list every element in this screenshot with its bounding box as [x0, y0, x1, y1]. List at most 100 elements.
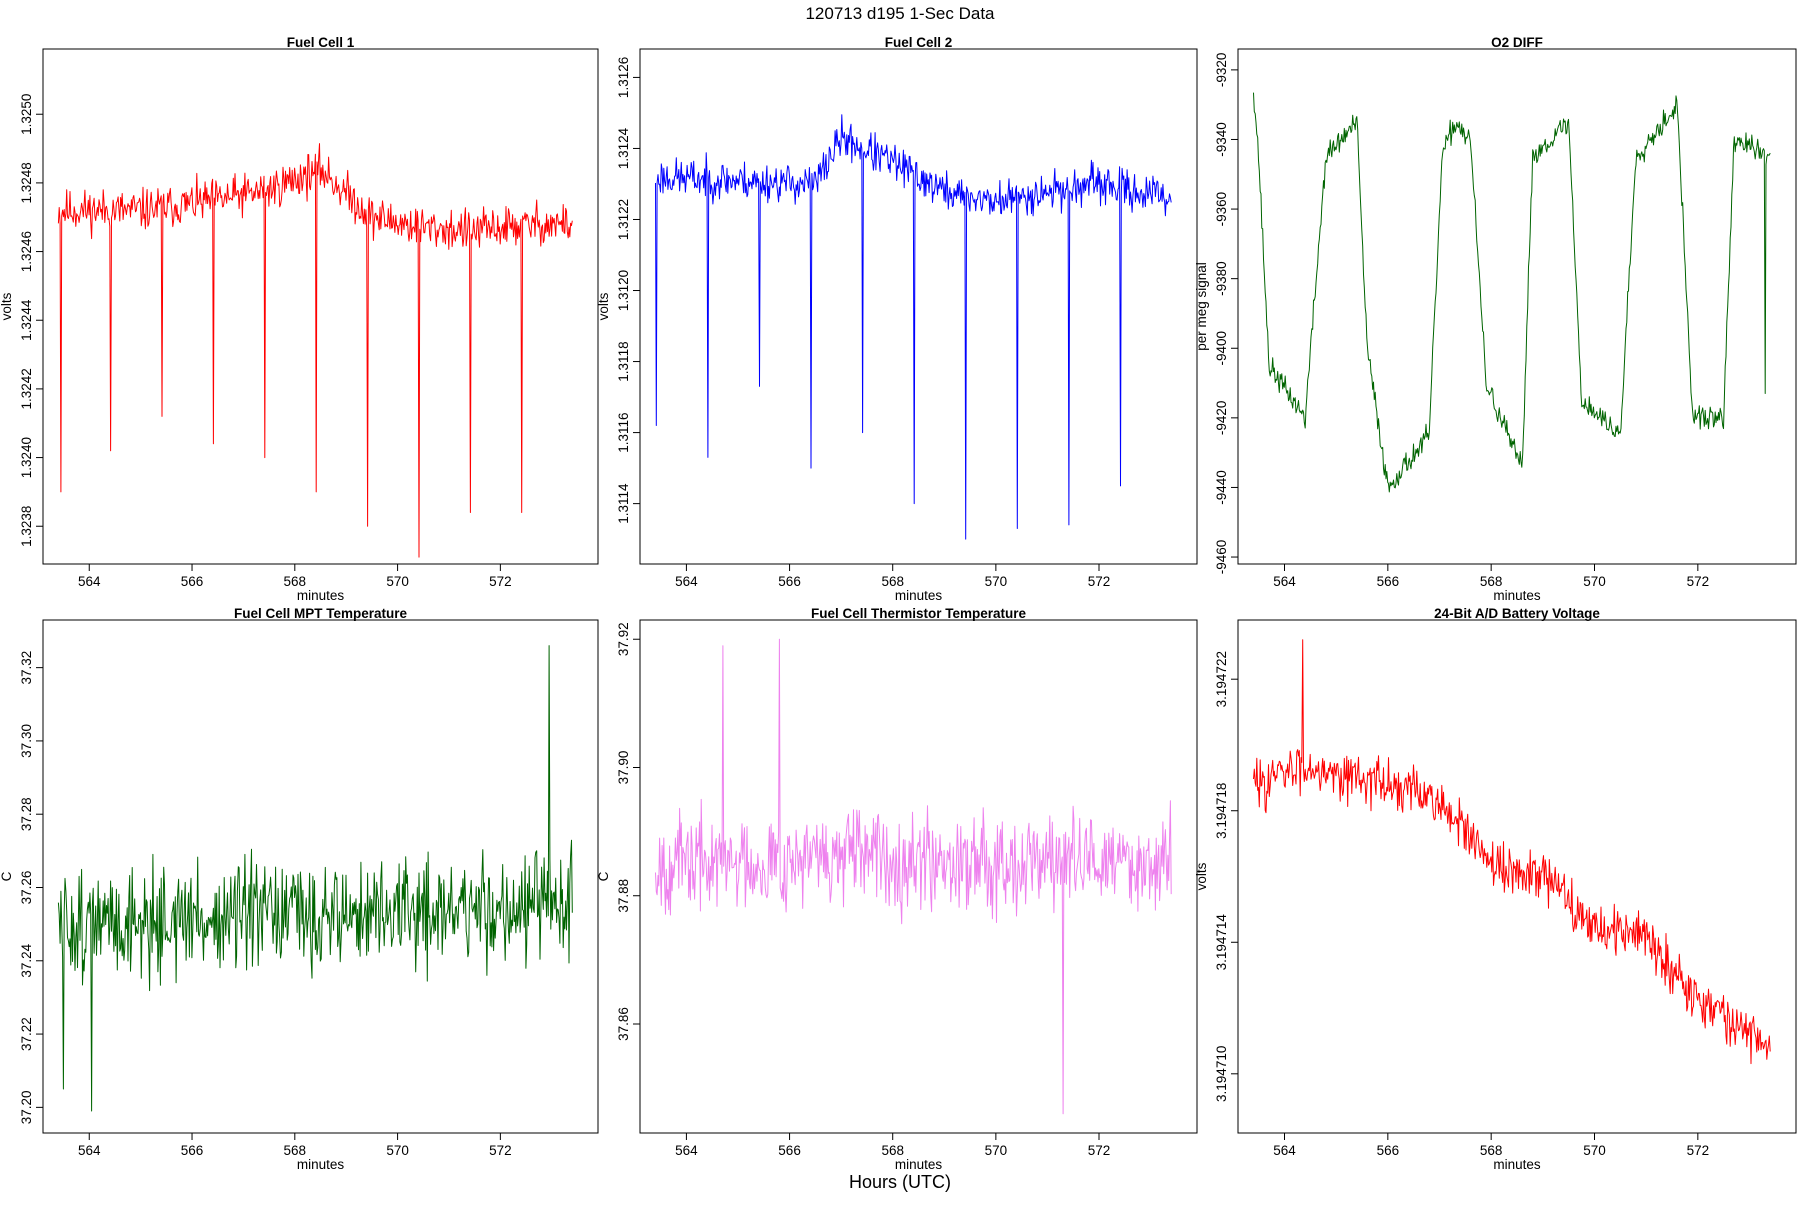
x-tick-label: 568: [881, 574, 904, 589]
x-tick-label: 570: [1583, 1143, 1606, 1158]
x-tick-label: 566: [1377, 574, 1400, 589]
panel-title: Fuel Cell 1: [287, 35, 355, 50]
x-axis-label: minutes: [297, 1157, 345, 1172]
figure-title: 120713 d195 1-Sec Data: [805, 4, 995, 23]
plot-frame: [42, 619, 599, 1134]
y-tick-label: 3.194718: [1214, 783, 1229, 839]
y-axis-label: C: [596, 871, 611, 881]
plot-frame: [1237, 48, 1797, 565]
x-tick-label: 564: [78, 1143, 101, 1158]
y-tick-label: -9400: [1214, 331, 1229, 366]
y-tick-label: 1.3240: [19, 437, 34, 478]
x-tick-label: 570: [985, 574, 1008, 589]
panel-title: 24-Bit A/D Battery Voltage: [1434, 606, 1600, 621]
y-tick-label: 3.194722: [1214, 651, 1229, 707]
y-tick-label: 37.30: [19, 724, 34, 758]
y-tick-label: 1.3248: [19, 162, 34, 203]
x-axis-label: minutes: [1493, 588, 1541, 603]
y-tick-label: 1.3246: [19, 231, 34, 272]
y-tick-label: 37.24: [19, 943, 34, 977]
y-tick-label: 37.90: [616, 751, 631, 785]
x-tick-label: 566: [778, 574, 801, 589]
x-tick-label: 566: [181, 1143, 204, 1158]
x-tick-label: 570: [386, 1143, 409, 1158]
x-axis-label: minutes: [895, 588, 943, 603]
x-axis-label: minutes: [895, 1157, 943, 1172]
x-tick-label: 568: [284, 1143, 307, 1158]
y-tick-label: 37.20: [19, 1090, 34, 1124]
y-tick-label: 37.86: [616, 1007, 631, 1041]
y-tick-label: 1.3114: [616, 483, 631, 524]
x-tick-label: 572: [1088, 1143, 1111, 1158]
y-tick-label: 1.3116: [616, 412, 631, 452]
series-line: [57, 645, 573, 1112]
panel-title: O2 DIFF: [1491, 35, 1543, 50]
plot-frame: [42, 48, 599, 565]
x-tick-label: 564: [675, 1143, 698, 1158]
series-line: [1253, 639, 1771, 1065]
panel-therm: Fuel Cell Thermistor Temperature 564 566 56…: [596, 606, 1198, 1172]
x-tick-label: 570: [1583, 574, 1606, 589]
y-tick-label: 37.88: [616, 879, 631, 913]
plot-frame: [639, 48, 1198, 565]
y-tick-label: 1.3250: [19, 94, 34, 135]
y-tick-label: 1.3244: [19, 299, 34, 341]
panel-title: Fuel Cell MPT Temperature: [234, 606, 408, 621]
x-tick-label: 568: [1480, 574, 1503, 589]
x-tick-label: 564: [675, 574, 698, 589]
plot-frame: [1237, 619, 1797, 1134]
plot-frame: [639, 619, 1198, 1134]
x-tick-label: 572: [1088, 574, 1111, 589]
x-tick-label: 568: [284, 574, 307, 589]
y-tick-label: 37.22: [19, 1017, 34, 1051]
y-tick-label: -9440: [1214, 470, 1229, 505]
x-tick-label: 572: [489, 574, 512, 589]
y-tick-label: 37.26: [19, 871, 34, 905]
y-tick-label: -9420: [1214, 401, 1229, 436]
x-axis-label: minutes: [1493, 1157, 1541, 1172]
series-line: [57, 143, 573, 558]
figure-bottom-label: Hours (UTC): [849, 1172, 951, 1192]
x-tick-label: 564: [1273, 574, 1296, 589]
panel-fc2: Fuel Cell 2 564 566 568 570 572 minutes 1.3114 1…: [596, 35, 1198, 603]
series-line: [1253, 92, 1771, 493]
panel-title: Fuel Cell 2: [885, 35, 953, 50]
panel-batt: 24-Bit A/D Battery Voltage 564 566 568 570 57…: [1194, 606, 1797, 1172]
x-axis-label: minutes: [297, 588, 345, 603]
y-tick-label: 3.194710: [1214, 1046, 1229, 1102]
y-tick-label: 37.28: [19, 797, 34, 831]
x-tick-label: 568: [881, 1143, 904, 1158]
y-axis-label: C: [0, 871, 14, 881]
y-tick-label: 37.92: [616, 622, 631, 656]
x-tick-label: 572: [1687, 1143, 1710, 1158]
x-tick-label: 568: [1480, 1143, 1503, 1158]
y-tick-label: -9380: [1214, 261, 1229, 296]
y-axis-label: volts: [0, 292, 14, 320]
x-tick-label: 566: [778, 1143, 801, 1158]
y-tick-label: 1.3118: [616, 341, 631, 381]
y-tick-label: -9320: [1214, 53, 1229, 88]
y-tick-label: 1.3124: [616, 127, 631, 169]
y-axis-label: volts: [1194, 862, 1209, 890]
series-line: [655, 114, 1172, 540]
x-tick-label: 570: [386, 574, 409, 589]
y-axis-label: volts: [596, 292, 611, 320]
y-axis-label: per meg signal: [1194, 262, 1209, 351]
x-tick-label: 572: [1687, 574, 1710, 589]
y-tick-label: -9340: [1214, 122, 1229, 157]
y-tick-label: 1.3242: [19, 368, 34, 409]
panel-mpt: Fuel Cell MPT Temperature 564 566 568 570 572…: [0, 606, 599, 1172]
series-line: [655, 638, 1172, 1115]
y-tick-label: 1.3120: [616, 270, 631, 311]
x-tick-label: 570: [985, 1143, 1008, 1158]
x-tick-label: 566: [181, 574, 204, 589]
y-tick-label: 1.3238: [19, 506, 34, 547]
y-tick-label: -9460: [1214, 540, 1229, 575]
panel-fc1: Fuel Cell 1 564 566 568 570 572 minutes 1.3238 1…: [0, 35, 599, 603]
y-tick-label: 3.194714: [1214, 914, 1229, 971]
x-tick-label: 572: [489, 1143, 512, 1158]
x-tick-label: 564: [78, 574, 101, 589]
x-tick-label: 566: [1377, 1143, 1400, 1158]
